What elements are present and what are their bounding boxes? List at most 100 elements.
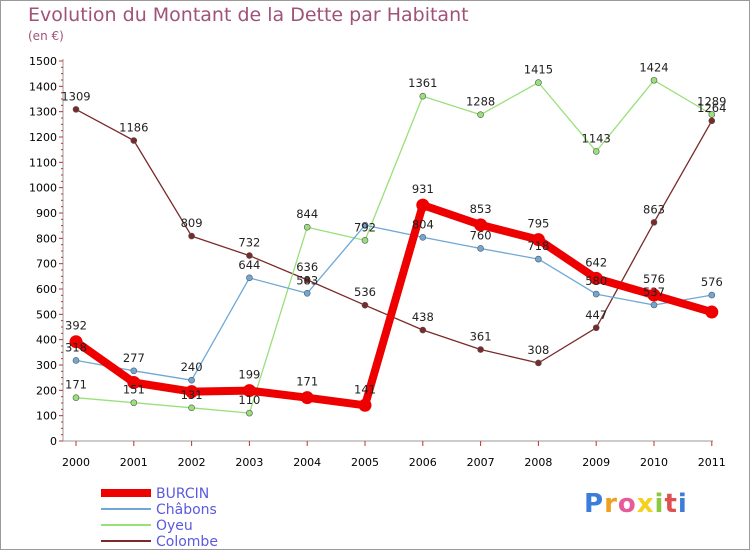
data-label: 760 (470, 228, 492, 242)
x-tick-label: 2009 (582, 456, 610, 469)
data-point (650, 76, 658, 84)
data-label: 642 (585, 255, 607, 269)
data-point (419, 92, 427, 100)
logo-letter: x (636, 489, 655, 519)
legend-label-oyeu: Oyeu (156, 518, 193, 534)
x-tick-label: 2007 (467, 456, 495, 469)
x-tick-label: 2000 (62, 456, 90, 469)
data-label: 931 (412, 182, 434, 196)
logo-letter: P (584, 489, 605, 519)
data-point (708, 291, 716, 299)
data-label: 718 (527, 239, 549, 253)
y-tick-label: 200 (36, 384, 57, 397)
y-tick-label: 1400 (29, 80, 57, 93)
y-tick-label: 100 (36, 410, 57, 423)
data-label: 1415 (524, 63, 553, 77)
data-point (592, 290, 600, 298)
y-tick-label: 400 (36, 334, 57, 347)
y-tick-label: 900 (36, 207, 57, 220)
x-tick-label: 2008 (524, 456, 552, 469)
data-point (300, 391, 314, 405)
data-point (477, 111, 484, 119)
legend-label-châbons: Châbons (156, 502, 217, 518)
data-point (361, 237, 369, 244)
series-line-oyeu (75, 79, 713, 414)
x-tick-label: 2010 (640, 456, 668, 469)
data-point (647, 288, 661, 302)
proxiti-logo: Proxiti (584, 489, 688, 519)
data-point (650, 301, 658, 309)
data-label: 151 (123, 383, 145, 397)
data-point (592, 148, 600, 155)
x-tick-label: 2005 (351, 456, 379, 469)
data-label: 583 (296, 273, 318, 287)
logo-letter: i (654, 489, 665, 519)
data-point (589, 271, 603, 285)
data-point (361, 221, 369, 229)
logo-letter: r (604, 489, 618, 519)
data-point (477, 245, 484, 252)
data-point (188, 376, 195, 384)
data-label: 576 (643, 272, 665, 286)
data-label: 795 (527, 217, 549, 231)
y-tick-label: 1000 (29, 182, 57, 195)
data-point (69, 335, 83, 349)
data-label: 1309 (61, 89, 90, 103)
data-label: 318 (65, 340, 87, 354)
data-point (708, 111, 716, 118)
y-tick-label: 300 (36, 359, 57, 372)
series-line-châbons (75, 224, 713, 381)
data-point (650, 219, 658, 226)
data-point (303, 290, 311, 297)
data-point (130, 399, 138, 407)
data-label: 1288 (466, 95, 495, 109)
data-point (416, 198, 430, 212)
series-line-burcin (72, 201, 716, 410)
data-label: 853 (470, 202, 492, 216)
data-label: 732 (238, 236, 260, 250)
data-label: 644 (238, 258, 260, 272)
data-label: 171 (296, 375, 318, 389)
data-point (242, 384, 256, 398)
data-point (535, 79, 542, 86)
data-point (419, 326, 427, 334)
data-point (72, 394, 80, 401)
axes: 0 100 200 300 400 500 600 700 800 900 1000 1100 1200… (29, 55, 726, 469)
y-tick-label: 0 (50, 435, 57, 448)
legend-label-colombe: Colombe (156, 534, 218, 549)
data-label: 576 (701, 275, 723, 289)
data-label: 199 (238, 368, 260, 382)
data-label: 580 (585, 274, 607, 288)
data-point (127, 375, 141, 389)
data-label: 240 (181, 360, 203, 374)
data-point (246, 409, 253, 417)
data-label: 361 (470, 330, 492, 344)
data-label: 141 (354, 382, 376, 396)
data-point (477, 346, 484, 353)
data-label: 277 (123, 351, 145, 365)
logo-letter: i (677, 489, 688, 519)
data-point (130, 137, 138, 144)
y-tick-label: 800 (36, 232, 57, 245)
x-tick-label: 2002 (178, 456, 206, 469)
data-label: 392 (65, 319, 87, 333)
data-label: 1264 (697, 101, 726, 115)
data-point (72, 357, 80, 364)
data-label: 438 (412, 310, 434, 324)
data-labels: 392 199 171 141 931 853 795 642 576 318 277 240 644 5… (61, 60, 726, 407)
data-point (246, 252, 253, 259)
y-tick-label: 1500 (29, 55, 57, 68)
data-point (531, 233, 545, 247)
data-point (246, 274, 253, 282)
x-tick-label: 2003 (235, 456, 263, 469)
data-label: 1289 (697, 94, 726, 108)
x-tick-label: 2006 (409, 456, 437, 469)
y-tick-label: 1200 (29, 131, 57, 144)
data-label: 537 (643, 285, 665, 299)
data-label: 809 (181, 216, 203, 230)
data-label: 792 (354, 220, 376, 234)
data-point (185, 385, 199, 399)
